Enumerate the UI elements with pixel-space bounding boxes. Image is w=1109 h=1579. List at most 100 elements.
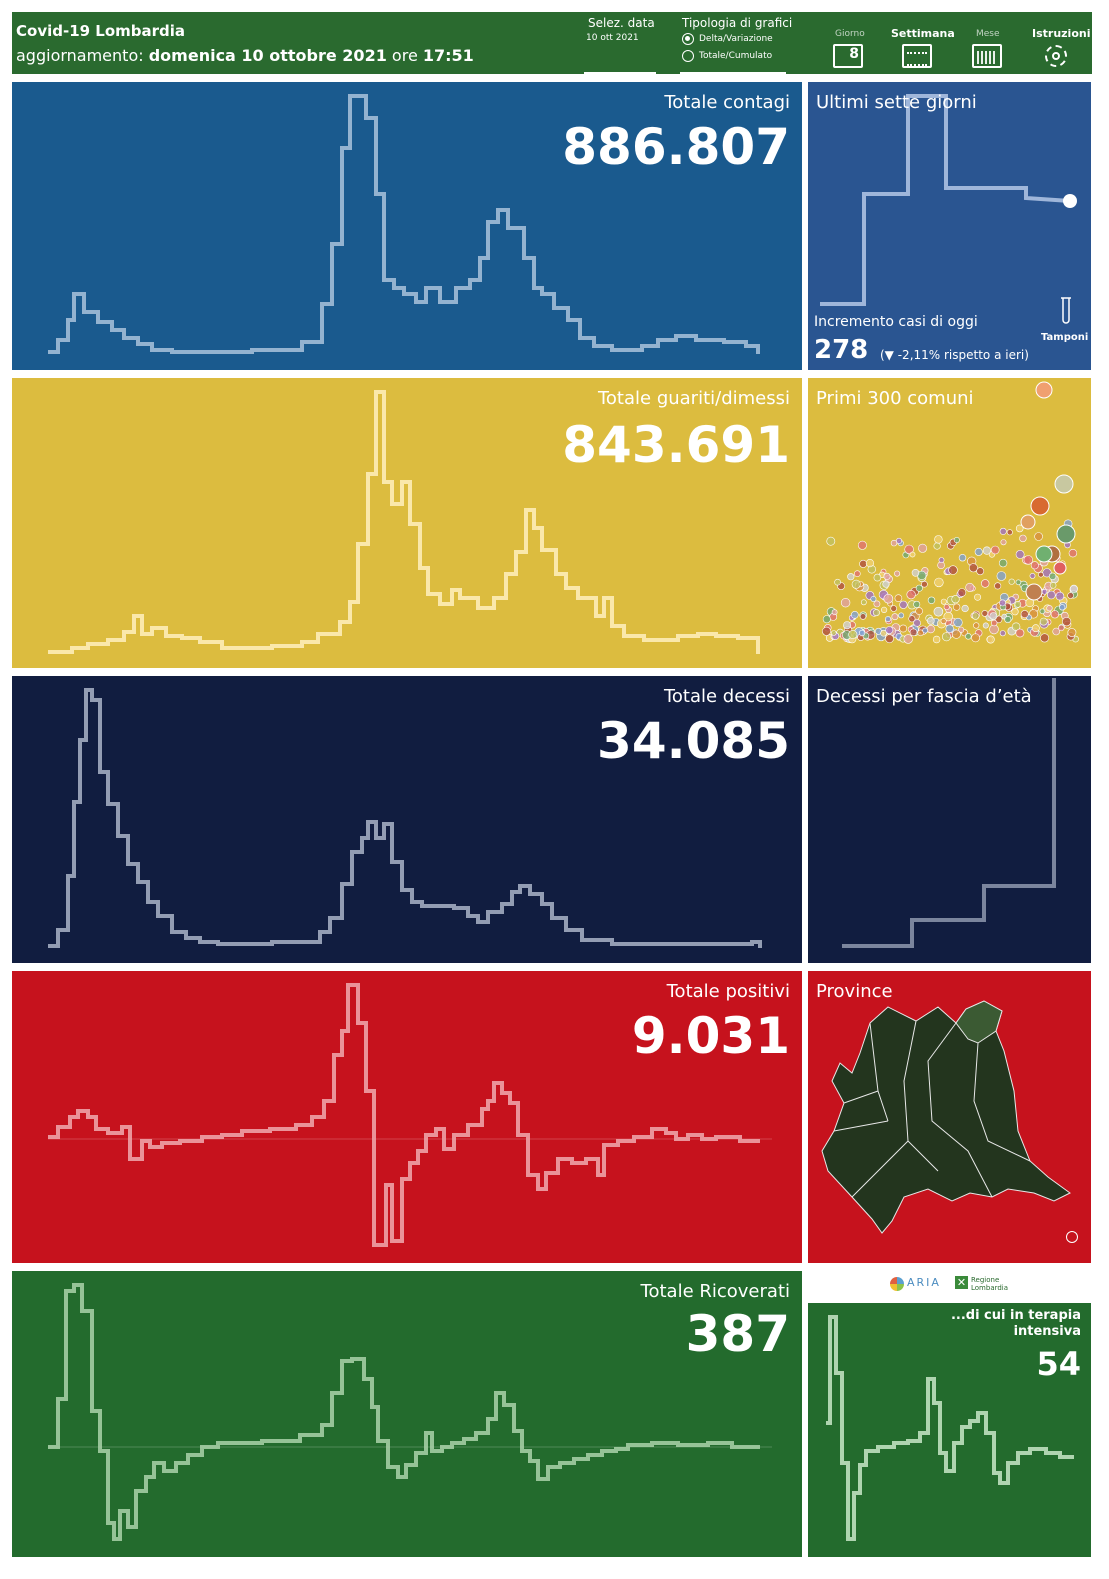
comune-bubble	[883, 572, 891, 580]
comune-bubble	[965, 582, 975, 592]
comune-bubble	[890, 605, 897, 612]
comune-bubble	[957, 588, 967, 597]
age-title: Decessi per fascia d’età	[816, 686, 1032, 707]
contagi-value: 886.807	[562, 118, 790, 176]
panel-deaths-by-age[interactable]: Decessi per fascia d’età	[808, 676, 1091, 963]
contagi-title: Totale contagi	[664, 92, 790, 113]
comune-bubble-large	[1025, 583, 1043, 601]
comune-bubble	[834, 578, 841, 586]
comune-bubble	[991, 619, 998, 627]
panel-contagi[interactable]: Totale contagi 886.807	[12, 82, 802, 370]
comune-bubble	[870, 596, 877, 603]
comune-bubble-large	[1054, 474, 1074, 494]
comune-bubble	[989, 624, 999, 635]
comune-bubble	[908, 615, 916, 623]
comune-bubble	[943, 604, 950, 611]
panel-ricoverati[interactable]: Totale Ricoverati 387	[12, 1271, 802, 1557]
comune-bubble	[968, 563, 978, 573]
comune-bubble	[990, 545, 1000, 555]
comune-bubble	[926, 625, 935, 634]
calendar-day-icon: 8	[849, 46, 859, 62]
comune-bubble	[1030, 561, 1039, 570]
comune-bubble	[1000, 539, 1007, 546]
comune-bubble	[976, 567, 985, 576]
comune-bubble	[1015, 579, 1022, 586]
nav-month-button[interactable]	[972, 44, 1002, 68]
comune-bubble	[922, 627, 929, 634]
test-tube-icon[interactable]	[1060, 296, 1071, 326]
comune-bubble	[974, 547, 983, 556]
comune-bubble	[1049, 582, 1057, 589]
comune-bubble	[994, 582, 1002, 590]
comune-bubble	[885, 626, 894, 634]
comune-bubble	[1015, 628, 1025, 638]
province-map[interactable]	[808, 971, 1091, 1263]
comune-bubble	[973, 622, 980, 629]
comune-bubble	[951, 629, 961, 639]
nav-day-button[interactable]: 8	[833, 44, 863, 68]
comune-bubble	[1059, 604, 1066, 611]
comune-bubble	[1047, 590, 1056, 600]
intensive-care-title: ...di cui in terapia intensiva	[950, 1308, 1081, 1339]
panel-decessi[interactable]: Totale decessi 34.085	[12, 676, 802, 963]
update-mid: ore	[391, 46, 418, 65]
week-step-chart	[820, 94, 1077, 306]
chart-type-label: Tipologia di grafici	[682, 16, 793, 30]
regione-logo-text: Regione Lombardia	[971, 1276, 1009, 1292]
comune-bubble	[934, 577, 944, 588]
header-bar	[12, 12, 1092, 74]
comune-bubble	[847, 573, 855, 581]
comune-bubble	[958, 554, 967, 562]
panel-positivi[interactable]: Totale positivi 9.031	[12, 971, 802, 1263]
comune-bubble	[894, 570, 901, 577]
zoom-icon[interactable]	[1066, 1231, 1078, 1243]
radio-cumulative[interactable]	[682, 50, 694, 62]
comune-bubble	[933, 542, 941, 550]
comune-bubble	[974, 593, 982, 601]
comune-bubble	[927, 617, 935, 625]
comune-bubble	[1015, 549, 1025, 559]
gear-icon[interactable]	[1045, 45, 1067, 67]
comune-bubble	[971, 612, 980, 620]
comune-bubble	[840, 598, 851, 608]
panel-province[interactable]: Province	[808, 971, 1091, 1263]
comune-bubble	[909, 628, 918, 637]
province-title: Province	[816, 981, 893, 1002]
date-selector-value[interactable]: 10 ott 2021	[586, 33, 639, 43]
panel-guariti[interactable]: Totale guariti/dimessi 843.691	[12, 378, 802, 668]
update-date: domenica 10 ottobre 2021	[148, 46, 387, 65]
radio-delta[interactable]	[682, 33, 694, 45]
date-selector-label: Selez. data	[588, 16, 655, 30]
comune-bubble	[872, 609, 880, 617]
comune-bubble	[906, 590, 916, 600]
panel-top-300-comuni[interactable]: Primi 300 comuni	[808, 378, 1091, 668]
comune-bubble	[1039, 617, 1048, 626]
comune-bubble	[1011, 608, 1019, 616]
regione-logo-icon: ✕	[955, 1276, 968, 1289]
comune-bubble	[981, 610, 989, 617]
comune-bubble	[1040, 633, 1050, 643]
panel-intensive-care[interactable]: ...di cui in terapia intensiva 54	[808, 1303, 1091, 1557]
radio-delta-label: Delta/Variazione	[699, 34, 773, 44]
comune-bubble	[1050, 610, 1059, 619]
comuni-title: Primi 300 comuni	[816, 388, 974, 409]
nav-instructions-label: Istruzioni	[1032, 27, 1091, 40]
comune-bubble	[1020, 610, 1029, 619]
comune-bubble	[859, 559, 868, 568]
comune-bubble	[913, 600, 921, 608]
increment-label: Incremento casi di oggi	[814, 314, 978, 330]
panel-last-seven-days[interactable]: Ultimi sette giorni Incremento casi di o…	[808, 82, 1091, 370]
comune-bubble	[1068, 549, 1078, 558]
comune-bubble	[822, 615, 831, 624]
comune-bubble	[859, 613, 867, 620]
tamponi-label: Tamponi	[1041, 332, 1089, 343]
comune-bubble	[831, 609, 838, 616]
increment-delta: (▼ -2,11% rispetto a ieri)	[880, 348, 1029, 362]
comune-bubble	[915, 607, 923, 615]
comune-bubble	[1011, 622, 1021, 631]
comune-bubble	[1029, 572, 1036, 579]
nav-week-button[interactable]	[902, 44, 932, 68]
comune-bubble	[918, 543, 928, 553]
comune-bubble	[899, 600, 908, 609]
comune-bubble	[858, 629, 866, 637]
